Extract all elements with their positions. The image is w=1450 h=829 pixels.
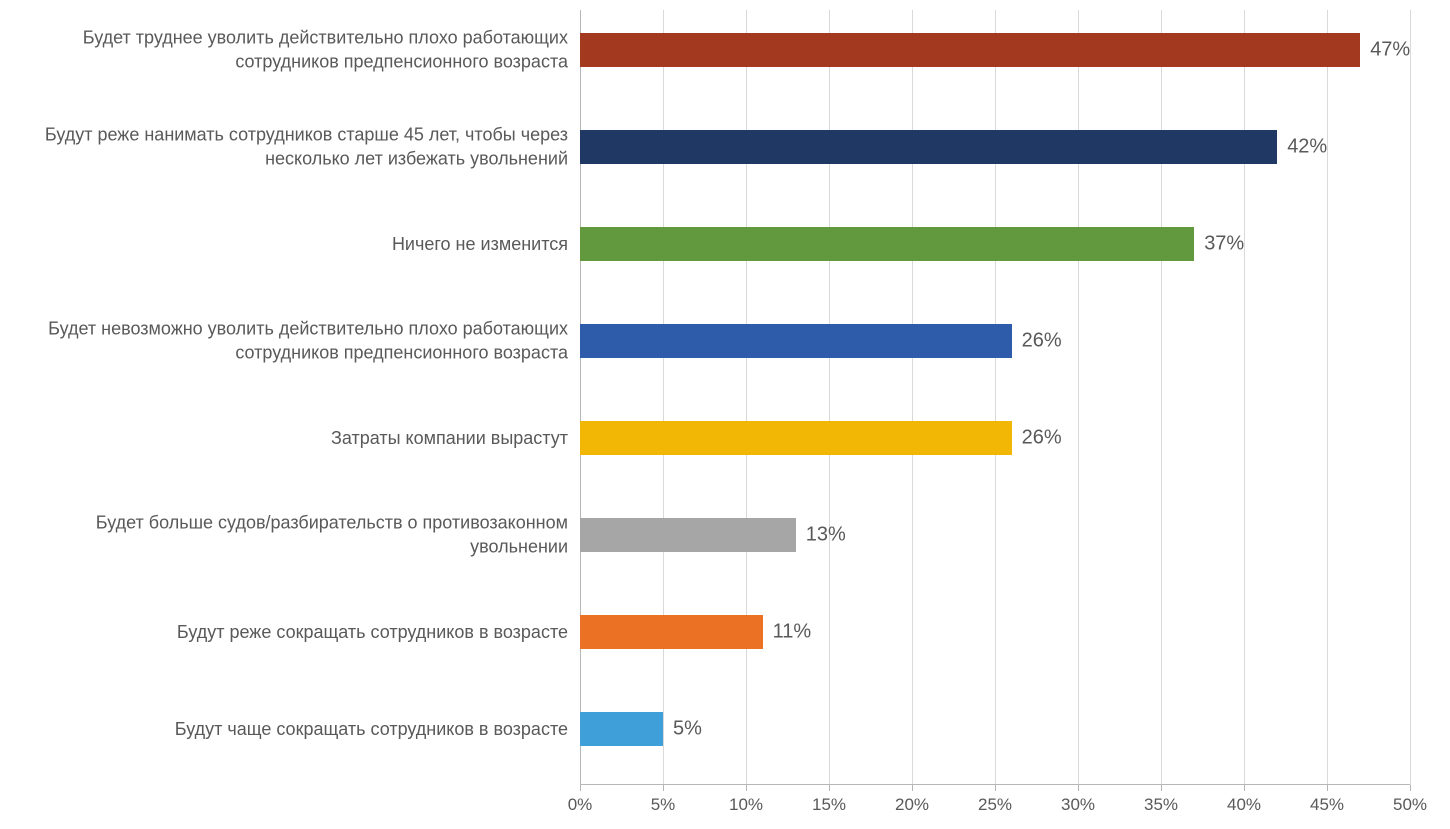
x-tick-mark bbox=[580, 785, 581, 791]
gridline bbox=[746, 10, 747, 785]
x-tick-mark bbox=[1327, 785, 1328, 791]
x-tick-mark bbox=[1161, 785, 1162, 791]
bar-category-label: Будут реже нанимать сотрудников старше 4… bbox=[8, 123, 580, 172]
bar-value-label: 26% bbox=[1022, 330, 1062, 353]
gridline bbox=[1410, 10, 1411, 785]
gridline bbox=[995, 10, 996, 785]
x-tick-label: 45% bbox=[1310, 795, 1344, 815]
x-tick-mark bbox=[995, 785, 996, 791]
bar-category-label: Будет труднее уволить действительно плох… bbox=[8, 26, 580, 75]
bar-value-label: 13% bbox=[806, 524, 846, 547]
bar-category-label: Будут чаще сокращать сотрудников в возра… bbox=[8, 717, 580, 741]
bar-value-label: 11% bbox=[773, 621, 812, 644]
x-tick-label: 50% bbox=[1393, 795, 1427, 815]
x-tick-label: 35% bbox=[1144, 795, 1178, 815]
bar-value-label: 26% bbox=[1022, 427, 1062, 450]
gridline bbox=[1161, 10, 1162, 785]
gridline bbox=[1078, 10, 1079, 785]
bar-row: Ничего не изменится37% bbox=[580, 227, 1410, 261]
bar bbox=[580, 227, 1194, 261]
gridline bbox=[1244, 10, 1245, 785]
x-tick-label: 0% bbox=[568, 795, 593, 815]
x-tick-mark bbox=[912, 785, 913, 791]
bar-row: Будут реже сокращать сотрудников в возра… bbox=[580, 615, 1410, 649]
x-tick-mark bbox=[663, 785, 664, 791]
bar bbox=[580, 33, 1360, 67]
x-tick-label: 20% bbox=[895, 795, 929, 815]
x-tick-mark bbox=[1078, 785, 1079, 791]
bar-row: Будут реже нанимать сотрудников старше 4… bbox=[580, 130, 1410, 164]
bar-category-label: Будут реже сокращать сотрудников в возра… bbox=[8, 620, 580, 644]
bar-row: Будет больше судов/разбирательств о прот… bbox=[580, 518, 1410, 552]
gridline bbox=[1327, 10, 1328, 785]
gridline bbox=[829, 10, 830, 785]
bar-value-label: 42% bbox=[1287, 136, 1327, 159]
x-axis bbox=[580, 784, 1410, 785]
bar-value-label: 5% bbox=[673, 718, 702, 741]
bar bbox=[580, 421, 1012, 455]
x-tick-mark bbox=[746, 785, 747, 791]
gridline bbox=[912, 10, 913, 785]
x-tick-label: 10% bbox=[729, 795, 763, 815]
bar-category-label: Будет невозможно уволить действительно п… bbox=[8, 317, 580, 366]
bar-value-label: 37% bbox=[1204, 233, 1244, 256]
bar bbox=[580, 712, 663, 746]
x-tick-mark bbox=[1410, 785, 1411, 791]
bar-category-label: Затраты компании вырастут bbox=[8, 426, 580, 450]
x-tick-label: 30% bbox=[1061, 795, 1095, 815]
bar bbox=[580, 518, 796, 552]
bar-row: Будут чаще сокращать сотрудников в возра… bbox=[580, 712, 1410, 746]
bar-row: Будет невозможно уволить действительно п… bbox=[580, 324, 1410, 358]
x-tick-label: 40% bbox=[1227, 795, 1261, 815]
gridline bbox=[663, 10, 664, 785]
survey-bar-chart: 0% 5% 10% 15% 20% 25% 30% 35% 40% 45% 50% Будет тру… bbox=[0, 0, 1450, 829]
x-tick-label: 25% bbox=[978, 795, 1012, 815]
bar bbox=[580, 130, 1277, 164]
bar-row: Затраты компании вырастут26% bbox=[580, 421, 1410, 455]
plot-area: 0%5%10%15%20%25%30%35%40%45%50%Будет тру… bbox=[580, 10, 1410, 785]
y-axis bbox=[580, 10, 581, 785]
x-tick-label: 5% bbox=[651, 795, 676, 815]
bar-value-label: 47% bbox=[1370, 39, 1410, 62]
x-tick-label: 15% bbox=[812, 795, 846, 815]
bar bbox=[580, 615, 763, 649]
x-tick-mark bbox=[829, 785, 830, 791]
bar-row: Будет труднее уволить действительно плох… bbox=[580, 33, 1410, 67]
x-tick-mark bbox=[1244, 785, 1245, 791]
bar bbox=[580, 324, 1012, 358]
bar-category-label: Ничего не изменится bbox=[8, 232, 580, 256]
bar-category-label: Будет больше судов/разбирательств о прот… bbox=[8, 511, 580, 560]
